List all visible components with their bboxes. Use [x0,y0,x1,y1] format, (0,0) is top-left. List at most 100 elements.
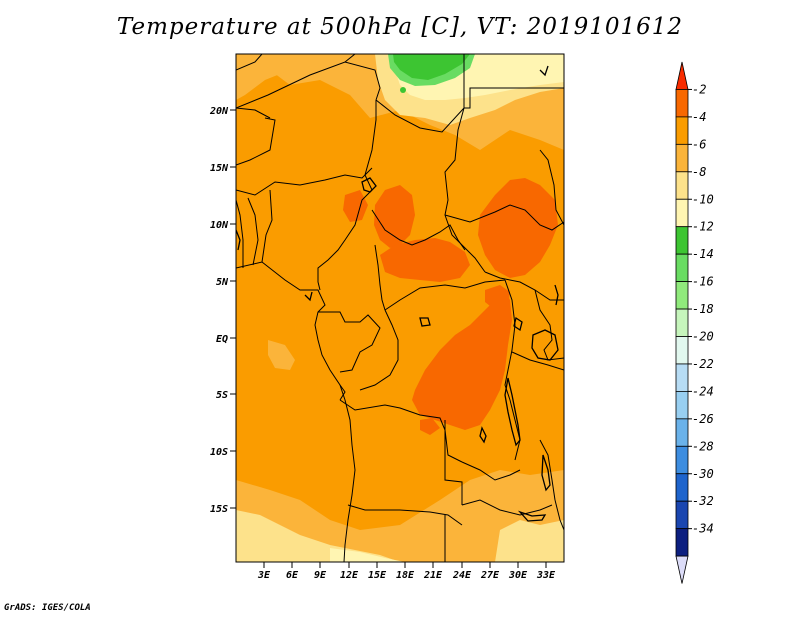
field-region-warm-northeast [478,178,558,278]
lake-tumba [419,317,431,327]
border-chad-sudan [444,107,486,273]
lake-albert [513,316,523,332]
colorbar-swatch [675,226,689,255]
lon-label-15e: 15E [368,570,387,581]
river-niger-delta [304,291,313,302]
border-coastline-west [236,261,356,562]
colorbar-label: -4 [692,110,706,124]
colorbar-swatch [675,143,689,173]
colorbar-label: -6 [692,137,706,151]
map-frame [235,53,565,563]
colorbar-swatch [675,308,689,337]
field-region-warm-chad [380,238,470,282]
border-algeria-mali [236,107,271,119]
colorbar-swatch [675,336,689,365]
border-drc-east [504,279,521,461]
field-region-west-cool [268,340,295,370]
border-cameroon-car [374,244,386,311]
field-region-warm-west [343,190,368,222]
border-drc-angola [339,399,463,463]
country-borders [236,54,564,562]
lon-label-24e: 24E [452,570,472,581]
border-mauritania [236,54,263,71]
lat-label-10s: 10S [210,447,228,458]
lake-volta [236,229,241,251]
colorbar-label: -20 [692,330,714,344]
colorbar-label: -8 [692,165,706,179]
border-mali-niger [236,117,276,166]
border-angola-coast-north [339,384,346,401]
grads-credit: GrADS: IGES/COLA [4,603,91,613]
colorbar-arrow-bottom [675,555,689,584]
colorbar-label: -32 [692,494,714,508]
lat-label-15n: 15N [210,163,229,174]
lon-label-9e: 9E [314,570,327,581]
colorbar-label: -28 [692,439,714,453]
colorbar-swatch [675,198,689,228]
lon-label-3e: 3E [257,570,271,581]
colorbar-swatch [675,253,689,282]
colorbar-label: -34 [692,522,714,536]
border-benin-togo [247,197,259,266]
field-region-south-cool [236,470,564,562]
colorbar-swatch [675,418,689,447]
colorbar-label: -2 [692,82,706,96]
field-region-south-cold-west [236,510,400,562]
latitude-axis: 20N 15N 10N 5N EQ 5S 10S 15S [209,106,236,515]
field-region-green-spot [400,87,406,93]
border-malawi [539,439,556,501]
colorbar-label: -24 [692,384,714,398]
colorbar-swatch [675,528,689,557]
lake-mweru [479,426,487,444]
field-region-warm-north-central [374,185,415,248]
lake-tanganyika [504,377,521,447]
colorbar-arrow-top [675,61,689,90]
border-zambia-drc [461,461,521,481]
lake-nasser [539,65,549,77]
border-libya-east [375,99,465,133]
colorbar-swatch [675,281,689,310]
lat-label-20n: 20N [209,106,229,117]
border-angola-namibia [347,504,463,526]
border-nigeria-cameroon [317,189,373,291]
colorbar-label: -10 [692,192,714,206]
border-congo-drc [359,309,399,391]
colorbar-label: -26 [692,412,714,426]
map-title: Temperature at 500hPa [C], VT: 201910161… [116,14,684,40]
border-chad-car [371,209,466,251]
border-ethiopia [539,149,564,226]
border-nigeria-benin [261,189,273,263]
border-gabon-congo [318,311,381,373]
lat-label-10n: 10N [210,220,229,231]
colorbar-label: -22 [692,357,714,371]
field-region-south-coldest [330,548,405,562]
border-mozambique [554,499,564,531]
lake-chad [361,177,377,193]
colorbar-swatch [675,445,689,475]
field-region-warm-central [412,290,512,430]
colorbar-label: -14 [692,247,714,261]
lon-label-33e: 33E [536,570,556,581]
colorbar-swatch [675,89,689,118]
colorbar-label: -18 [692,302,714,316]
colorbar-label: -30 [692,467,714,481]
field-region-warm-angola-edge [420,418,440,435]
lon-label-27e: 27E [480,570,500,581]
lon-label-30e: 30E [508,570,528,581]
border-libya-niger [344,54,356,63]
lon-label-18e: 18E [396,570,415,581]
lon-label-12e: 12E [340,570,359,581]
lat-label-5n: 5N [216,277,229,288]
lon-label-6e: 6E [286,570,299,581]
lat-label-eq: EQ [216,334,228,345]
colorbar-swatch [675,500,689,530]
lake-turkana [554,284,559,306]
border-car-drc [384,279,506,311]
lakes [236,65,559,522]
field-region-south-cold-east [495,520,564,562]
colorbar-swatch [675,171,689,200]
colorbar-swatch [675,116,689,145]
colorbar-swatch [675,390,689,420]
